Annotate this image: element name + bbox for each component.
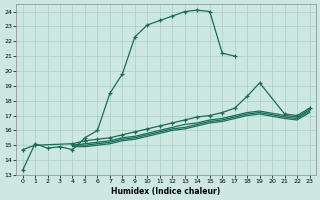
X-axis label: Humidex (Indice chaleur): Humidex (Indice chaleur) bbox=[111, 187, 221, 196]
